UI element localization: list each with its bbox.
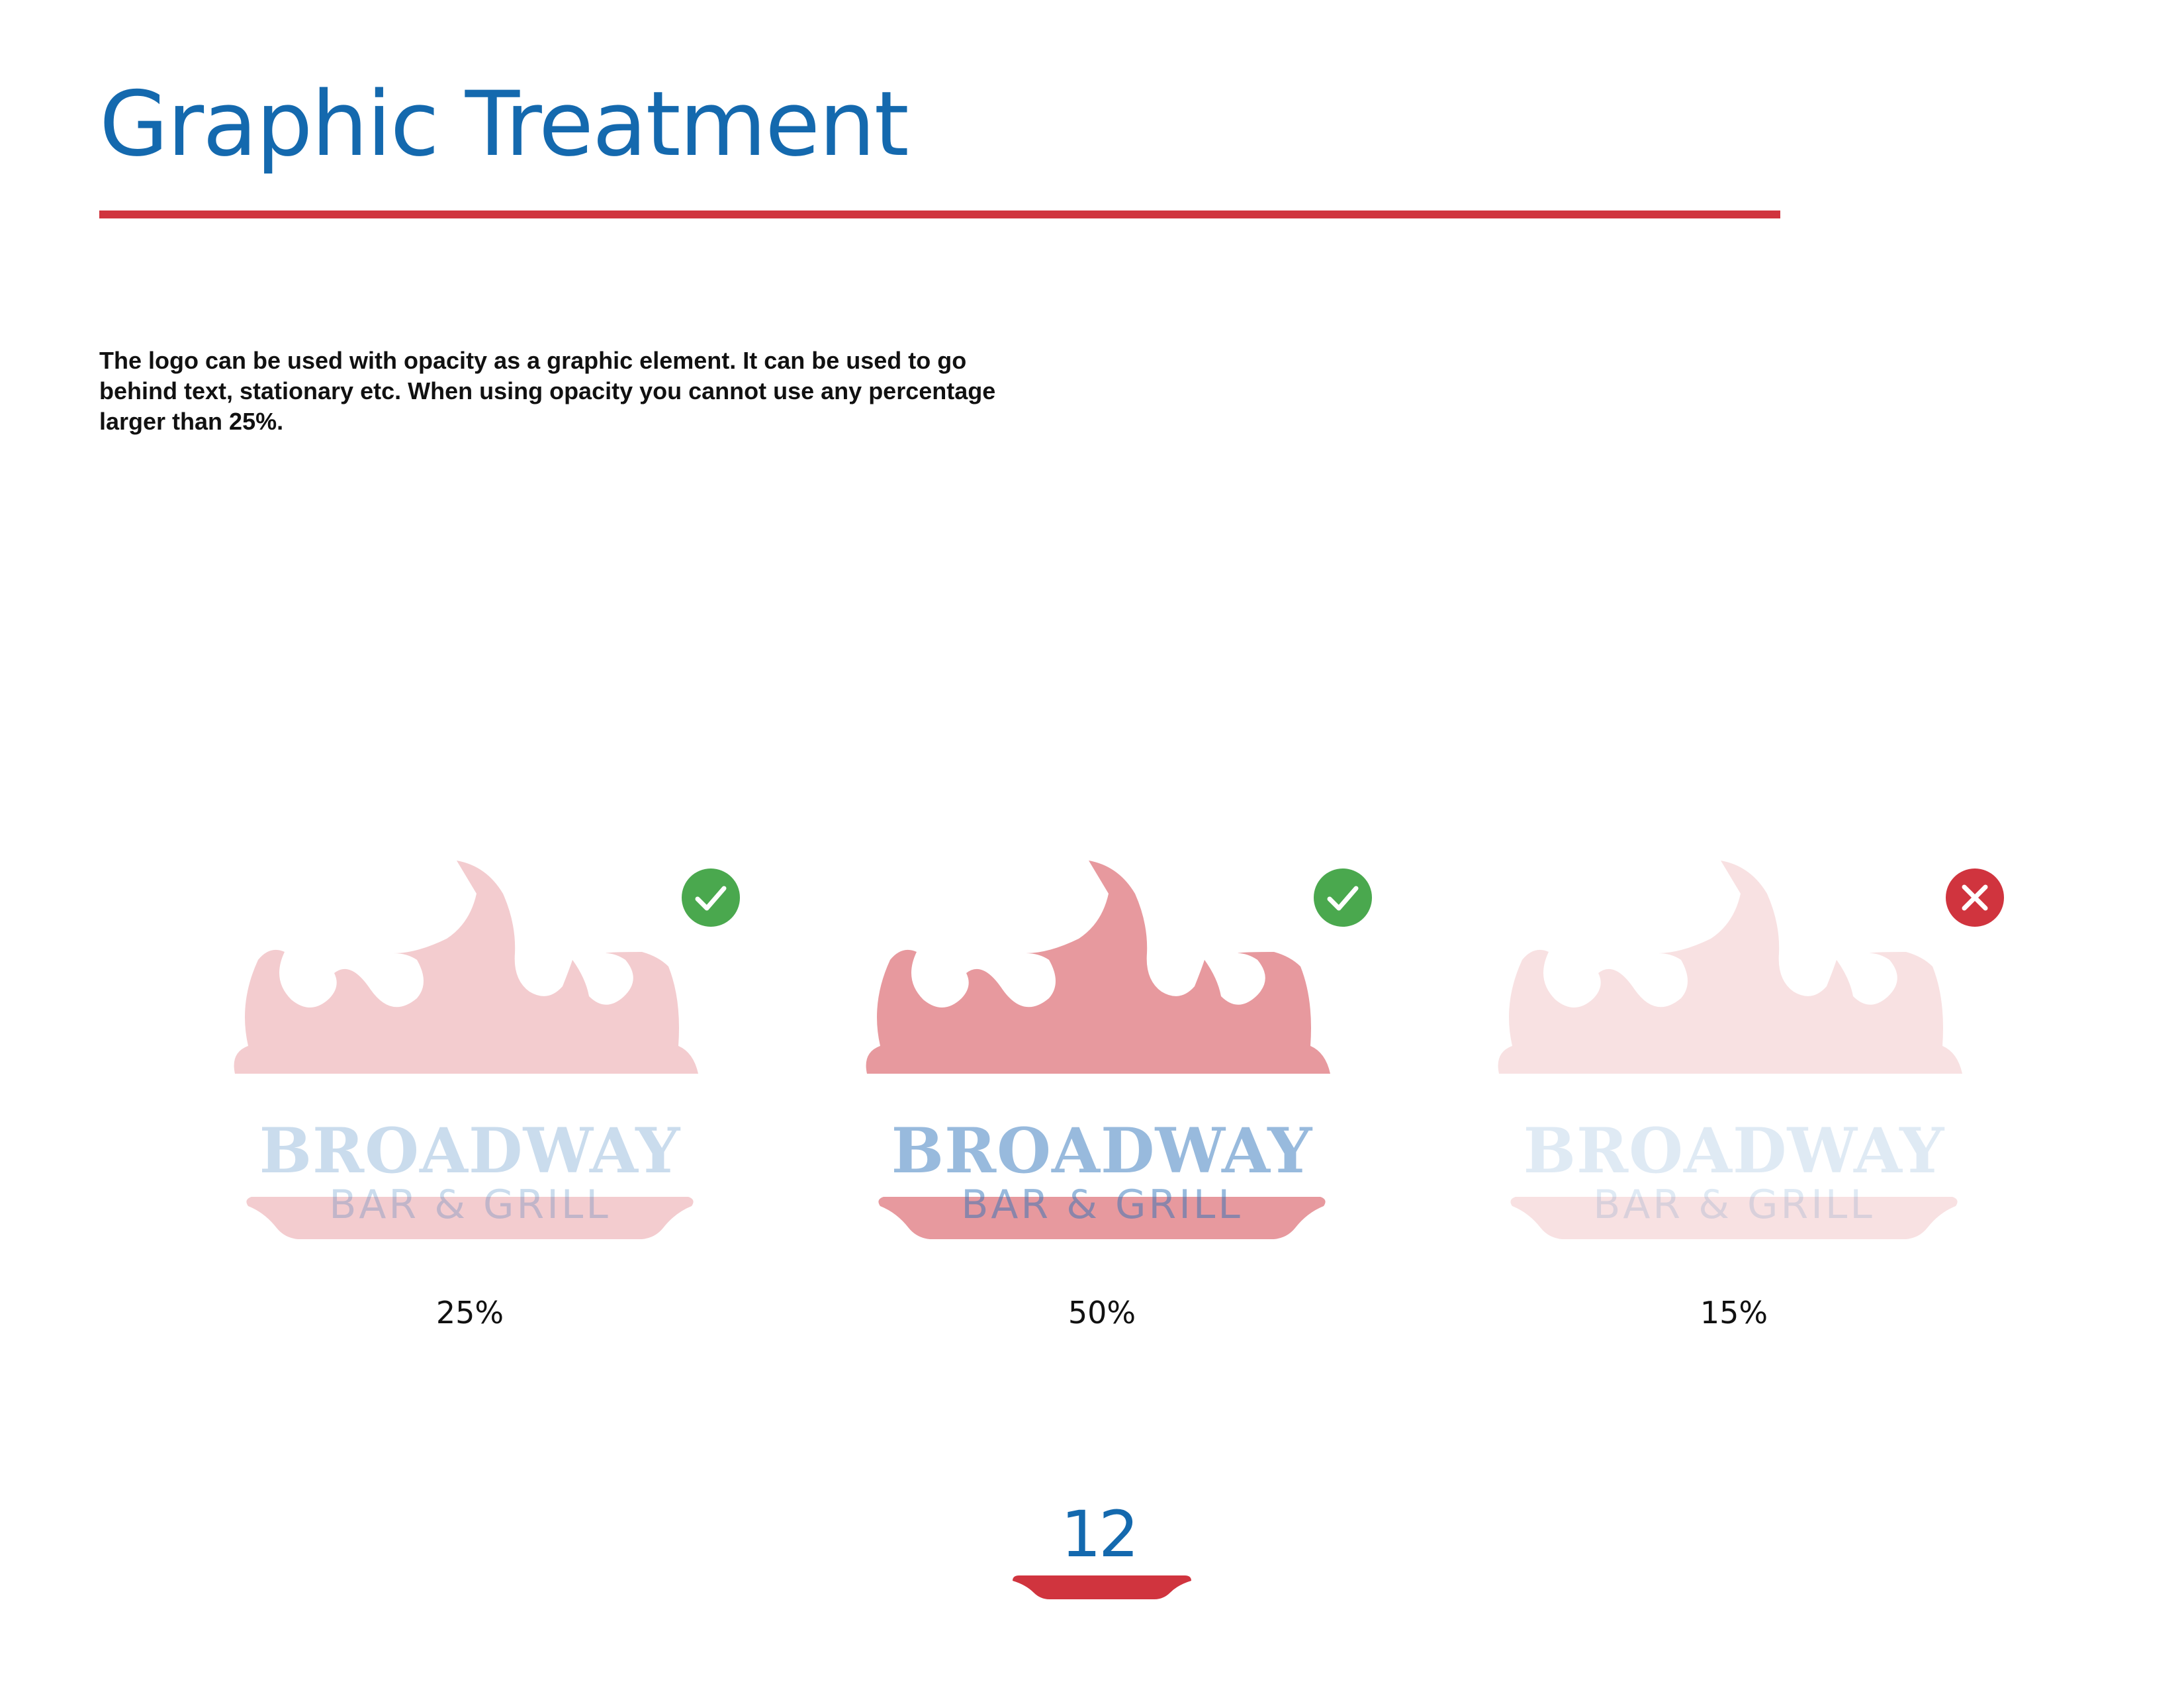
- opacity-label: 15%: [1700, 1295, 1768, 1331]
- logo-name: BROADWAY: [891, 1115, 1313, 1188]
- broadway-logo: [866, 861, 1330, 1239]
- logo-plate: [878, 1197, 1326, 1239]
- opacity-label: 50%: [1068, 1295, 1136, 1331]
- logo-graphic: BROADWAY BAR & GRILL: [218, 861, 721, 1284]
- logo-name: BROADWAY: [1523, 1115, 1945, 1188]
- plate-icon: [1013, 1575, 1191, 1599]
- logo-name: BROADWAY: [259, 1115, 681, 1188]
- checkmark-stroke: [695, 886, 727, 911]
- logo-subtitle: BAR & GRILL: [329, 1182, 611, 1228]
- opacity-sample-25: BROADWAY BAR & GRILL 25%: [218, 861, 740, 1350]
- broadway-logo: [234, 861, 698, 1239]
- opacity-sample-50: BROADWAY BAR & GRILL 50%: [850, 861, 1372, 1350]
- intro-line: larger than 25%.: [99, 408, 284, 435]
- logo-graphic: BROADWAY BAR & GRILL: [1482, 861, 1985, 1284]
- badge-circle: [682, 868, 740, 927]
- broadway-logo: [1498, 861, 1962, 1239]
- logo-subtitle: BAR & GRILL: [961, 1182, 1243, 1228]
- logo-graphic: BROADWAY BAR & GRILL: [850, 861, 1353, 1284]
- checkmark-icon: [682, 868, 740, 927]
- plate-shape: [1013, 1575, 1191, 1599]
- close-stroke: [1962, 884, 1988, 911]
- logo-subtitle: BAR & GRILL: [1593, 1182, 1875, 1228]
- title-divider-bar: [99, 211, 1780, 218]
- opacity-sample-15: BROADWAY BAR & GRILL 15%: [1482, 861, 2004, 1350]
- page-number: 12: [1060, 1497, 1139, 1571]
- intro-line: The logo can be used with opacity as a g…: [99, 347, 967, 374]
- intro-line: behind text, stationary etc. When using …: [99, 377, 996, 404]
- flame-crown: [866, 861, 1330, 1074]
- checkmark-stroke: [1327, 886, 1359, 911]
- logo-plate: [1510, 1197, 1958, 1239]
- flame-crown: [1498, 861, 1962, 1074]
- title-divider: [99, 211, 1780, 218]
- badge-circle: [1314, 868, 1372, 927]
- close-icon: [1946, 868, 2004, 927]
- page-title: Graphic Treatment: [99, 72, 909, 176]
- checkmark-icon: [1314, 868, 1372, 927]
- flame-crown: [234, 861, 698, 1074]
- opacity-label: 25%: [435, 1295, 504, 1331]
- intro-paragraph: The logo can be used with opacity as a g…: [99, 346, 1158, 437]
- logo-plate: [246, 1197, 694, 1239]
